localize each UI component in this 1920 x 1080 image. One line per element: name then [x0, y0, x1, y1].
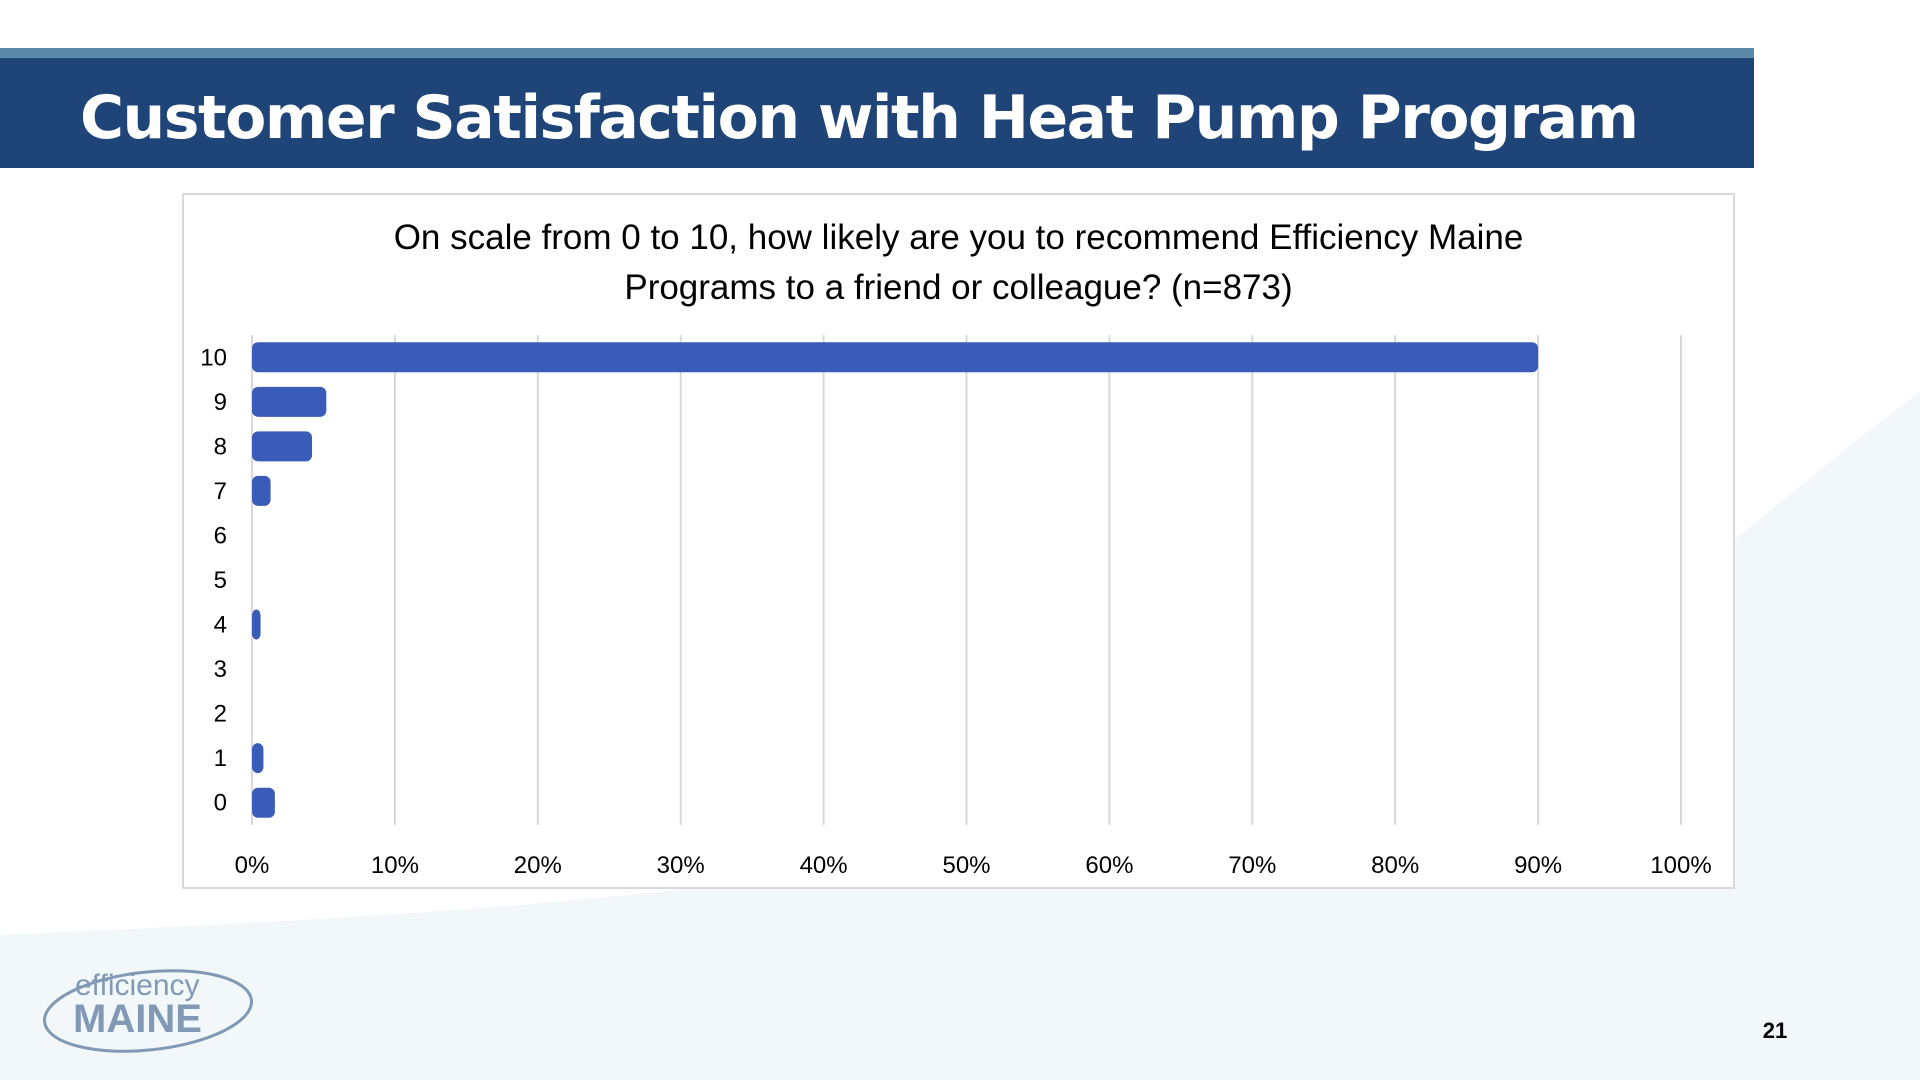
chart-title-line-1: On scale from 0 to 10, how likely are yo…: [393, 218, 1524, 257]
x-tick-label: 70%: [1228, 852, 1276, 879]
x-tick-label: 0%: [235, 852, 270, 879]
x-tick-label: 40%: [800, 852, 848, 879]
logo-text-top: efficiency: [75, 969, 200, 1002]
logo-text-bottom: MAINE: [73, 997, 202, 1041]
y-category-label: 7: [214, 478, 227, 505]
y-category-label: 10: [200, 344, 227, 371]
slide-title: Customer Satisfaction with Heat Pump Pro…: [80, 83, 1639, 153]
y-category-label: 4: [214, 612, 227, 639]
page-number: 21: [1762, 1018, 1788, 1043]
y-category-label: 0: [214, 790, 227, 817]
background-swoosh-shape: [0, 392, 1920, 1080]
x-tick-label: 60%: [1085, 852, 1133, 879]
bar: [252, 475, 271, 506]
y-category-label: 9: [214, 389, 227, 416]
efficiency-maine-logo: efficiency MAINE: [42, 969, 254, 1053]
bar: [252, 743, 264, 774]
chart-title-line-2: Programs to a friend or colleague? (n=87…: [624, 268, 1293, 307]
y-category-label: 6: [214, 522, 227, 549]
x-tick-label: 50%: [942, 852, 990, 879]
x-tick-label: 90%: [1514, 852, 1562, 879]
x-tick-label: 30%: [657, 852, 705, 879]
y-category-label: 1: [214, 745, 227, 772]
x-tick-label: 100%: [1650, 852, 1711, 879]
y-category-label: 3: [214, 656, 227, 683]
logo-swoosh: [42, 969, 254, 1053]
y-category-label: 2: [214, 701, 227, 728]
bar: [252, 386, 327, 417]
bar: [252, 609, 261, 640]
x-tick-label: 10%: [371, 852, 419, 879]
bar: [252, 431, 313, 462]
chart-frame: On scale from 0 to 10, how likely are yo…: [182, 193, 1735, 889]
x-tick-label: 80%: [1371, 852, 1419, 879]
bar: [252, 787, 275, 818]
bar: [252, 342, 1539, 373]
y-category-label: 5: [214, 567, 227, 594]
title-band: Customer Satisfaction with Heat Pump Pro…: [0, 48, 1754, 168]
y-category-label: 8: [214, 433, 227, 460]
chart-title: On scale from 0 to 10, how likely are yo…: [184, 213, 1733, 313]
bar-chart: 0% 10% 20% 30% 40% 50% 60% 70% 80% 90% 100%1098765…: [200, 335, 1712, 879]
x-tick-label: 20%: [514, 852, 562, 879]
